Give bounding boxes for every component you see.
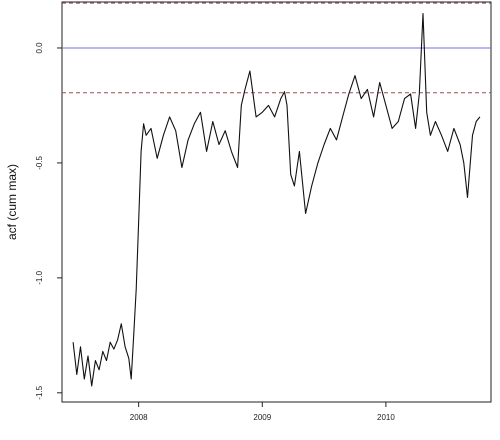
x-tick-label: 2008 <box>130 413 148 422</box>
series-line <box>72 12 481 387</box>
x-tick-label: 2009 <box>253 413 271 422</box>
reference-lines <box>62 2 491 94</box>
y-axis: 0.0 -0.5 -1.0 -1.5 <box>35 42 62 400</box>
plot-area-frame <box>61 1 492 403</box>
y-tick-label: -0.5 <box>35 155 44 169</box>
y-tick-label: 0.0 <box>35 42 44 54</box>
y-tick-label: -1.0 <box>35 270 44 284</box>
series-layer <box>72 12 481 387</box>
x-axis: 2008 2009 2010 <box>130 402 395 422</box>
y-tick-label: -1.5 <box>35 385 44 399</box>
x-tick-label: 2010 <box>377 413 395 422</box>
y-axis-title: acf (cum max) <box>5 164 19 240</box>
